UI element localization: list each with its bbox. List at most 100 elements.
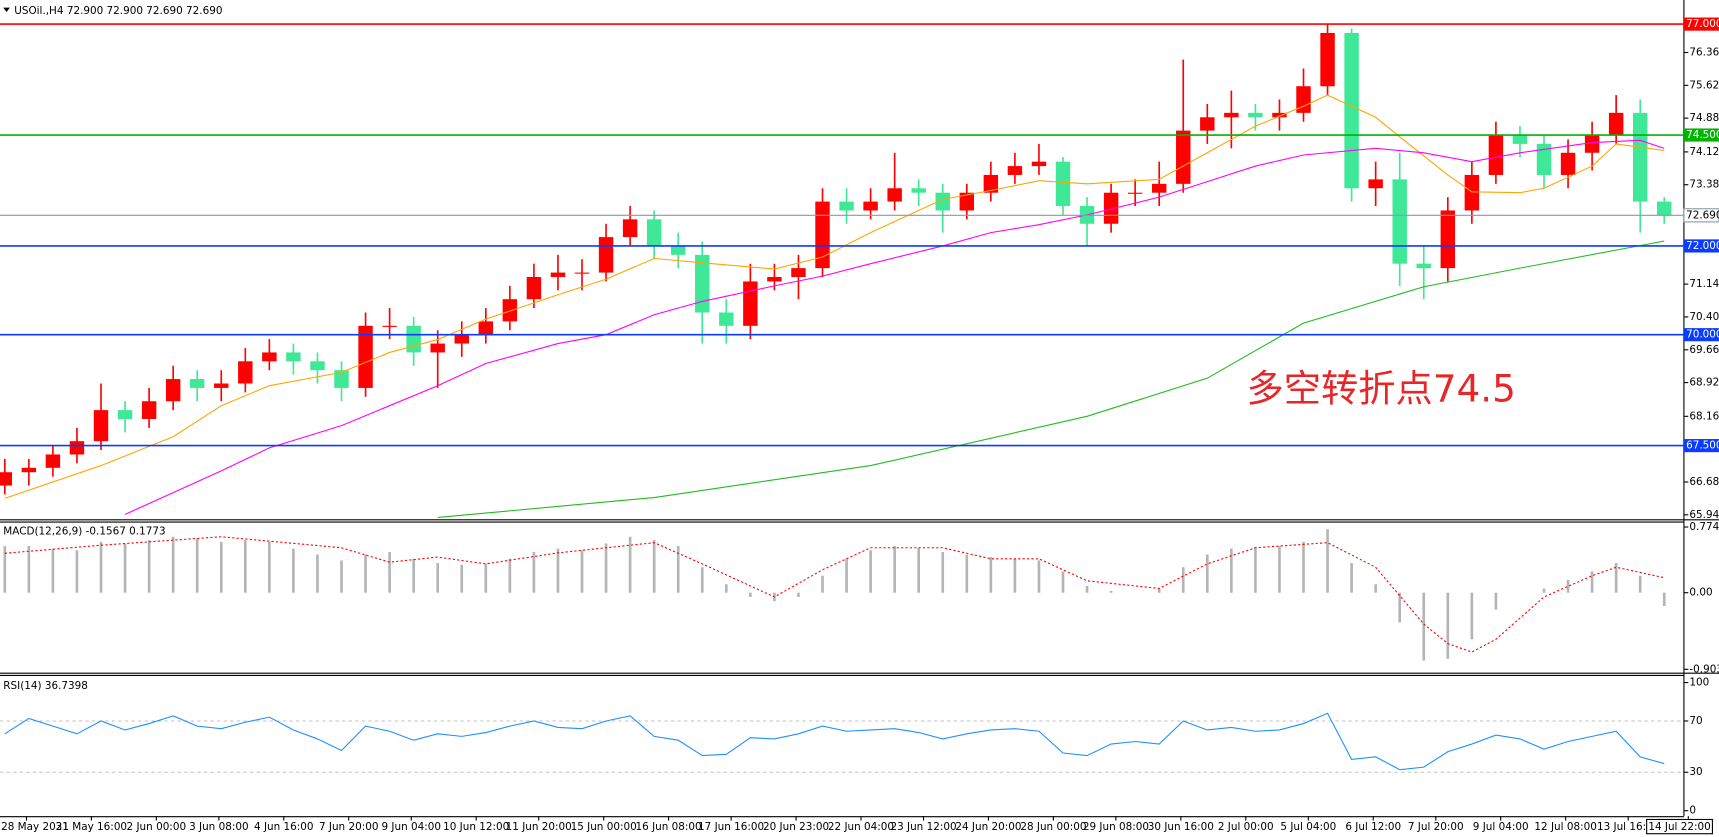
candle-body [622, 219, 638, 238]
histogram-bar [1061, 571, 1065, 593]
moving-average [4, 94, 1665, 499]
candle-body [334, 370, 349, 388]
histogram-bar [1254, 546, 1257, 593]
level-label-box [1683, 328, 1719, 342]
y-tick-label: 75.620 [1689, 79, 1719, 91]
candle-body [1632, 112, 1648, 202]
histogram-bar [676, 546, 680, 593]
candle-body [1560, 152, 1576, 175]
signal-line [4, 536, 1665, 653]
panel-title: USOil.,H4 72.900 72.900 72.690 72.690 [14, 5, 222, 17]
histogram-bar [532, 552, 536, 593]
histogram-bar [460, 564, 464, 593]
x-tick-label: 12 Jul 08:00 [1534, 821, 1596, 833]
histogram-bar [869, 550, 872, 593]
histogram-bar [195, 538, 199, 593]
histogram-bar [1614, 563, 1618, 593]
histogram-bar [1157, 588, 1161, 593]
level-label-box [1683, 439, 1719, 453]
candle-body [1440, 210, 1456, 269]
frame [0, 0, 1719, 818]
candle-body [310, 361, 325, 371]
candle-body [646, 219, 662, 246]
x-tick-label: 9 Jul 04:00 [1473, 821, 1529, 833]
histogram-bar [340, 560, 343, 593]
menu-arrow[interactable] [3, 7, 10, 13]
candle-body [358, 325, 373, 388]
histogram-bar [989, 557, 993, 593]
candle-body [406, 325, 421, 353]
level-label-box [1683, 239, 1719, 253]
candle-body [1200, 117, 1215, 131]
candle-body [1584, 135, 1600, 153]
price-label-box [1683, 208, 1719, 223]
candle-body [1151, 183, 1167, 193]
histogram-bar [917, 547, 921, 593]
x-tick-label: 6 Jul 12:00 [1345, 821, 1401, 833]
candle-body [1031, 161, 1047, 167]
histogram-bar [1085, 585, 1089, 593]
x-tick-label: 31 May 16:00 [56, 821, 127, 833]
candle-body [743, 281, 758, 326]
y-tick-label: 74.880 [1689, 112, 1719, 124]
y-tick-label: 65.940 [1689, 509, 1719, 521]
candle-body [1224, 112, 1239, 118]
panel [3, 529, 1666, 661]
x-tick-label: 3 Jun 08:00 [189, 821, 249, 833]
histogram-bar [364, 554, 367, 593]
y-tick-label: 70.400 [1689, 311, 1719, 323]
y-tick-label: 73.380 [1689, 179, 1719, 191]
x-tick-label: 16 Jun 08:00 [636, 821, 702, 833]
y-tick-label: 69.660 [1689, 344, 1719, 356]
candle-body [262, 352, 277, 362]
candle-body [1464, 174, 1480, 211]
x-tick-label: 20 Jun 23:00 [763, 821, 829, 833]
histogram-bar [1398, 592, 1402, 623]
histogram-bar [965, 554, 969, 593]
x-tick-label: 30 Jun 16:00 [1148, 821, 1214, 833]
histogram-bar [147, 540, 151, 593]
candle-body [1007, 166, 1023, 175]
histogram-bar [700, 567, 704, 593]
candle-body [1344, 32, 1359, 189]
histogram-bar [821, 575, 824, 593]
level-label: 72.000 [1686, 240, 1719, 252]
candle-body [189, 379, 205, 388]
candle-body [1320, 32, 1335, 87]
y-tick-label: 0.00 [1689, 587, 1712, 599]
candle-body [141, 401, 157, 419]
histogram-bar [27, 546, 31, 593]
histogram-bar [1230, 548, 1233, 593]
x-tick-label: 13 Jul 16:00 [1597, 821, 1659, 833]
candle-body [767, 277, 782, 282]
histogram-bar [1470, 592, 1474, 640]
histogram-bar [1037, 560, 1041, 593]
candle-body [478, 321, 494, 335]
price-label: 72.690 [1686, 209, 1719, 221]
candle-body [1055, 161, 1071, 207]
histogram-bar [1566, 579, 1570, 593]
histogram-bar [1422, 592, 1426, 661]
candle-body [1248, 112, 1263, 118]
histogram-bar [941, 552, 945, 593]
y-tick-label: 100 [1689, 677, 1709, 689]
candle-body [0, 472, 13, 486]
candle-body [839, 201, 854, 211]
y-tick-label: 30 [1689, 766, 1702, 778]
candle-body [1176, 130, 1191, 184]
histogram-bar [484, 563, 488, 593]
y-tick-label: 76.360 [1689, 47, 1719, 59]
candle-body [1488, 135, 1504, 175]
candle-body [45, 454, 61, 468]
x-cursor-box [1646, 818, 1713, 835]
candle-body [117, 410, 133, 419]
candle-body [719, 312, 734, 326]
x-tick-label: 29 Jun 08:00 [1083, 821, 1149, 833]
histogram-bar [1446, 592, 1450, 659]
x-tick-label: 10 Jun 12:00 [443, 821, 509, 833]
y-tick-label: 68.920 [1689, 377, 1719, 389]
rsi-line [4, 712, 1665, 771]
x-tick-label: 24 Jun 20:00 [955, 821, 1021, 833]
histogram-bar [845, 558, 848, 593]
x-tick-label: 15 Jun 00:00 [571, 821, 637, 833]
